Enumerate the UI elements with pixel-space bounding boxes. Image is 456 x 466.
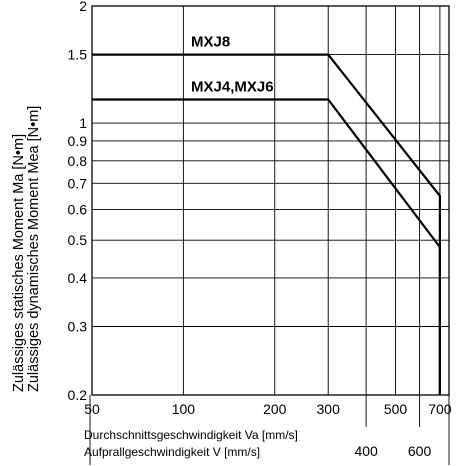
- y-tick-label: 0.9: [68, 133, 88, 149]
- y-tick-label: 0.2: [68, 387, 88, 403]
- y-axis-label-static: Zulässiges statisches Moment Ma [N•m]: [11, 133, 27, 392]
- x-tick-label-v: 600: [408, 443, 432, 459]
- series-label: MXJ8: [191, 34, 230, 51]
- y-axis-label-dynamic: Zulässiges dynamisches Moment Mea [N•m]: [26, 105, 42, 392]
- series-labels: MXJ8 MXJ4,MXJ6: [191, 34, 274, 96]
- y-tick-label: 1.5: [68, 47, 88, 63]
- y-tick-label: 1: [79, 115, 87, 131]
- plot-frame: [91, 5, 450, 396]
- x-tick-label-v: 400: [354, 443, 378, 459]
- series-line: [92, 98, 441, 395]
- y-tick-label: 0.7: [68, 175, 88, 191]
- y-tick-label: 2: [79, 0, 87, 14]
- grid: [89, 5, 450, 465]
- x-tick-label-va: 100: [172, 401, 196, 417]
- y-tick-label: 0.4: [68, 270, 88, 286]
- x-tick-label-va: 50: [84, 401, 100, 417]
- y-tick-label: 0.8: [68, 153, 88, 169]
- y-tick-label: 0.3: [68, 319, 88, 335]
- tick-labels: 0.2 0.3 0.4 0.5 0.6 0.7 0.8 0.9 1 1.5 2 50 100 200 300…: [68, 0, 452, 459]
- y-tick-label: 0.6: [68, 201, 88, 217]
- y-tick-label: 0.5: [68, 232, 88, 248]
- x-tick-label-va: 300: [317, 401, 341, 417]
- x-tick-label-va: 500: [384, 401, 408, 417]
- series-label: MXJ4,MXJ6: [191, 78, 274, 95]
- x-axis-label-va: Durchschnittsgeschwindigkeit Va [mm/s]: [84, 428, 298, 442]
- y-axis-label: Zulässiges statisches Moment Ma [N•m] Zu…: [11, 105, 42, 392]
- x-tick-label-va: 700: [428, 401, 452, 417]
- series-layer: [92, 53, 441, 395]
- series-line: [92, 53, 441, 395]
- x-axis-label-v: Aufprallgeschwindigkeit V [mm/s]: [84, 445, 261, 459]
- x-tick-label-va: 200: [263, 401, 287, 417]
